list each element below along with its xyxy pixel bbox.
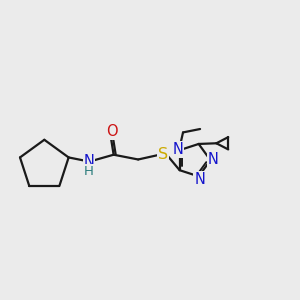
Text: O: O	[106, 124, 117, 140]
Text: N: N	[208, 152, 219, 166]
Text: S: S	[158, 146, 168, 161]
Text: N: N	[194, 172, 205, 187]
Text: N: N	[84, 154, 94, 169]
Text: N: N	[172, 142, 183, 157]
Text: H: H	[84, 165, 94, 178]
